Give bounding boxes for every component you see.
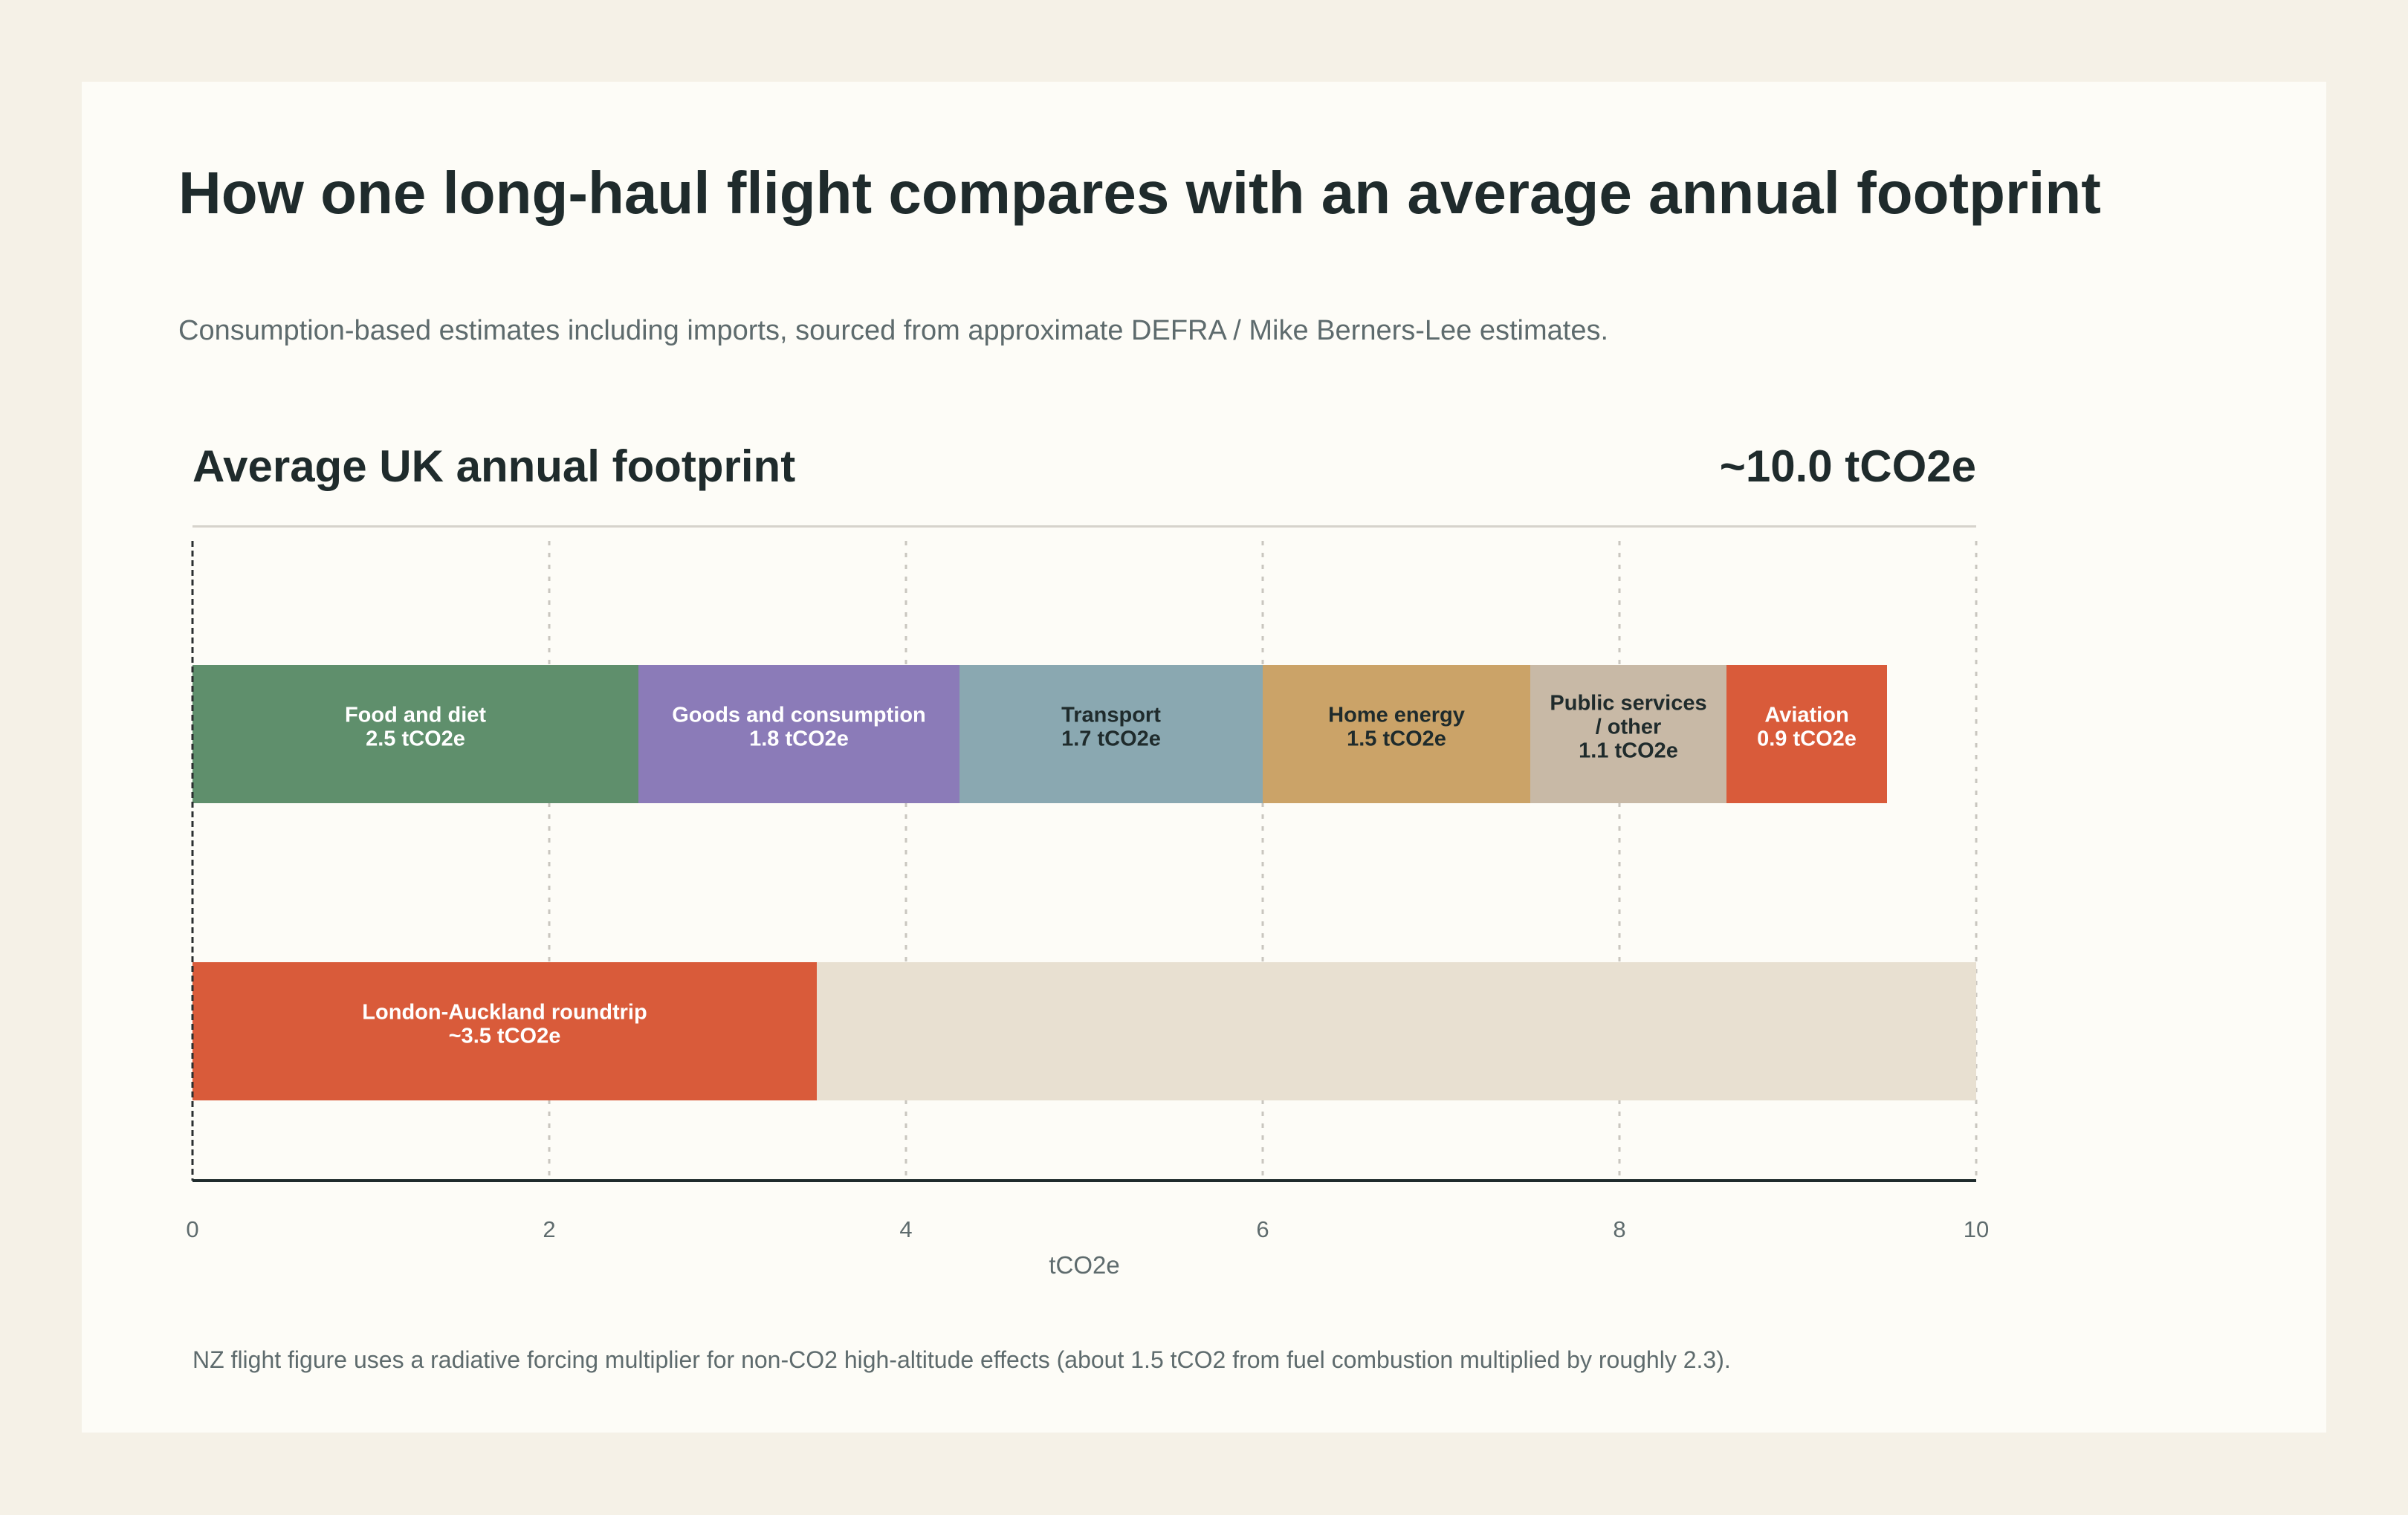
segment-label: Public services / other 1.1 tCO2e (1550, 692, 1706, 763)
segment-label-line: 2.5 tCO2e (366, 727, 465, 751)
x-tick-label: 0 (186, 1216, 198, 1242)
footnote: NZ flight figure uses a radiative forcin… (192, 1346, 1731, 1373)
segment-labels: Food and diet 2.5 tCO2e Goods and consumpt… (345, 692, 1857, 1048)
x-tick-label: 2 (543, 1216, 555, 1242)
chart-heading: Average UK annual footprint (192, 441, 796, 491)
heading-divider (192, 525, 1976, 528)
page-subtitle: Consumption-based estimates including im… (178, 315, 1609, 346)
bar-segment (638, 665, 959, 803)
bar-segment (192, 962, 817, 1100)
x-tick-label: 4 (899, 1216, 912, 1242)
chart-total: ~10.0 tCO2e (1719, 441, 1976, 491)
segment-label-line: 1.1 tCO2e (1579, 739, 1678, 763)
segment-label-line: 1.7 tCO2e (1061, 727, 1161, 751)
segment-label-line: London-Auckland roundtrip (362, 1001, 647, 1025)
segment-label-line: Transport (1061, 704, 1161, 727)
segment-label: Goods and consumption 1.8 tCO2e (672, 704, 926, 751)
bar-segment (192, 665, 638, 803)
x-axis-title: tCO2e (1049, 1251, 1119, 1279)
bar-segment (1263, 665, 1530, 803)
x-tick-label: 8 (1613, 1216, 1625, 1242)
x-axis: 0 2 4 6 8 10 tCO2e (186, 541, 1989, 1279)
bar-segments (192, 665, 1976, 1100)
segment-label: Transport 1.7 tCO2e (1061, 704, 1161, 751)
bar-segment (959, 665, 1263, 803)
segment-label-line: Home energy (1328, 704, 1465, 727)
segment-label-line: Aviation (1764, 704, 1848, 727)
x-tick-label: 10 (1964, 1216, 1989, 1242)
segment-label-line: 0.9 tCO2e (1757, 727, 1857, 751)
segment-label-line: 1.5 tCO2e (1347, 727, 1446, 751)
x-tick-label: 6 (1256, 1216, 1269, 1242)
segment-label-line: / other (1596, 716, 1662, 739)
segment-label-line: Public services (1550, 692, 1706, 716)
segment-label: Aviation 0.9 tCO2e (1757, 704, 1857, 751)
bar-segment (1726, 665, 1887, 803)
page-title: How one long-haul flight compares with a… (178, 160, 2101, 226)
segment-label-line: Goods and consumption (672, 704, 926, 727)
segment-label: London-Auckland roundtrip ~3.5 tCO2e (362, 1001, 647, 1048)
segment-label: Home energy 1.5 tCO2e (1328, 704, 1465, 751)
segment-label-line: ~3.5 tCO2e (449, 1025, 561, 1048)
bar-segment (1530, 665, 1726, 803)
segment-label: Food and diet 2.5 tCO2e (345, 704, 486, 751)
segment-label-line: Food and diet (345, 704, 486, 727)
segment-label-line: 1.8 tCO2e (749, 727, 849, 751)
